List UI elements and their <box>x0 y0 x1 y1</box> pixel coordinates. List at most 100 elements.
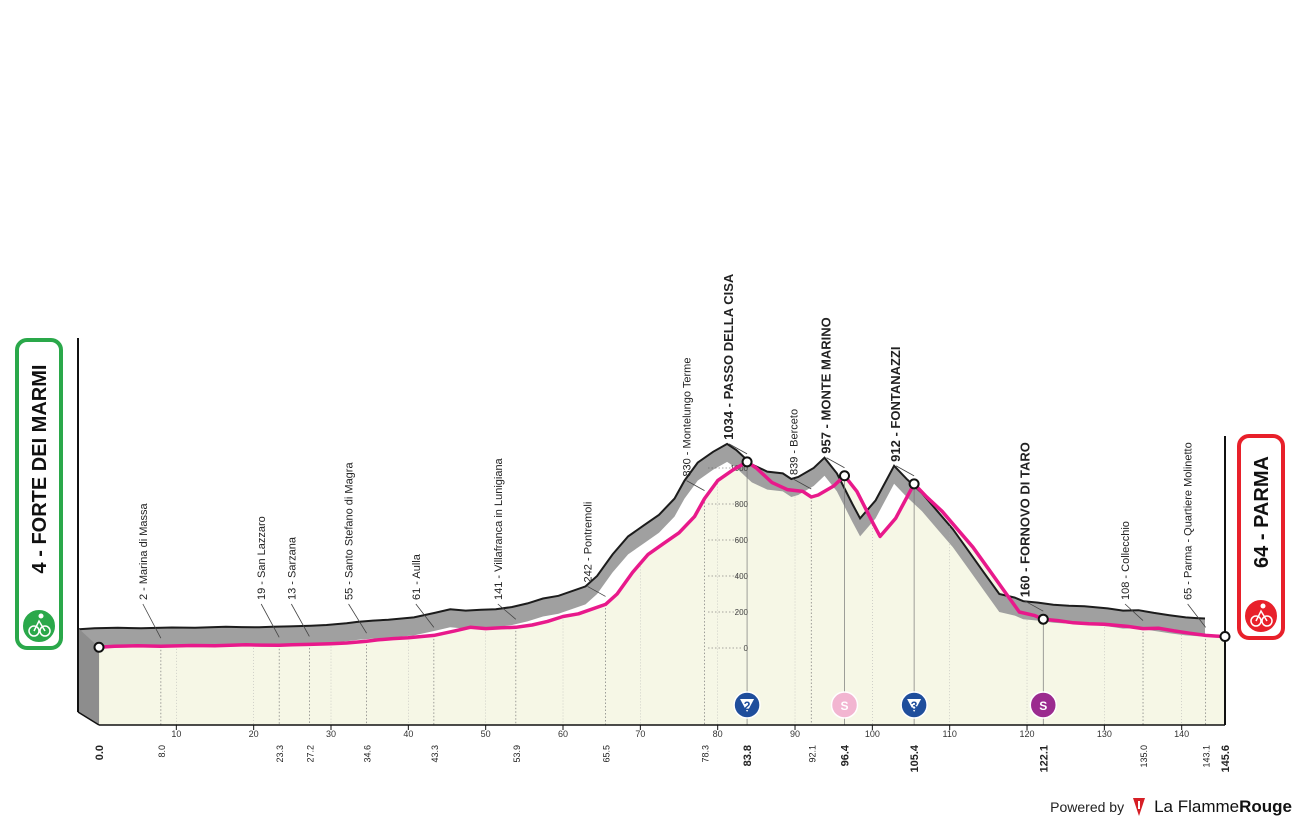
rider-head <box>1260 603 1266 609</box>
bike-wheel <box>1261 615 1273 627</box>
km-distance-label: 27.2 <box>305 745 315 763</box>
sprint-badge: S <box>1029 691 1058 719</box>
elev-tick-label: 0 <box>744 644 749 653</box>
elevation-ticks: 0 200 400 600 800 1000 <box>708 464 749 653</box>
poi-label: 55 - Santo Stefano di Magra <box>344 462 356 600</box>
km-tick-label: 50 <box>481 729 491 739</box>
flame-logo-icon <box>1133 798 1146 816</box>
km-distance-label: 96.4 <box>840 744 852 766</box>
poi-leader <box>1187 603 1206 628</box>
poi-leader <box>348 603 367 634</box>
elev-tick-label: 1000 <box>730 464 748 473</box>
poi-label: 2 - Marina di Massa <box>138 503 150 600</box>
poi-leader <box>895 465 915 477</box>
poi-label: 1034 - PASSO DELLA CISA <box>721 273 736 440</box>
km-distance-label: 92.1 <box>807 745 817 763</box>
poi-badges: 2 S 3 S <box>733 691 1058 719</box>
poi-leader <box>142 603 162 639</box>
km-distance-label: 83.8 <box>742 745 754 766</box>
finish-dot <box>1219 630 1231 642</box>
cyclist-icon <box>1243 598 1279 634</box>
climb-category-badge: 2 <box>733 691 761 719</box>
elev-tick-label: 600 <box>735 536 749 545</box>
poi-label: 160 - FORNOVO DI TARO <box>1017 442 1032 597</box>
km-distance-label: 145.6 <box>1220 745 1232 773</box>
km-tick-label: 140 <box>1174 729 1189 739</box>
km-tick-label: 30 <box>326 729 336 739</box>
km-distance-label: 135.0 <box>1139 745 1149 768</box>
poi-leader <box>587 586 606 597</box>
bike-frame <box>33 619 46 632</box>
poi-dot <box>839 470 851 482</box>
badge-label: 2 <box>744 699 751 713</box>
start-side-face <box>78 628 99 725</box>
poi-leader <box>793 478 812 490</box>
poi-label: 957 - MONTE MARINO <box>819 317 834 454</box>
grey-band-outline <box>78 442 1206 631</box>
brand-name: La FlammeRouge <box>1154 797 1292 816</box>
start-marker: 4 - FORTE DEI MARMI <box>15 338 63 650</box>
km-distance-label: 8.0 <box>157 745 167 758</box>
poi-leader <box>291 603 310 637</box>
poi-label: 141 - Villafranca in Lunigiana <box>493 457 505 600</box>
km-distance-label: 0.0 <box>94 745 106 760</box>
poi-leader <box>497 603 517 620</box>
elev-tick-label: 800 <box>735 500 749 509</box>
poi-leader <box>1025 600 1044 612</box>
km-distance-label: 23.3 <box>275 745 285 763</box>
km-tick-label: 90 <box>790 729 800 739</box>
km-tick-label: 10 <box>171 729 181 739</box>
bike-wheel <box>39 625 51 637</box>
badge-label: 3 <box>911 699 918 713</box>
km-distance-label: 78.3 <box>701 745 711 763</box>
poi-label: 830 - Montelungo Terme <box>682 358 694 477</box>
bike-frame <box>1255 609 1268 622</box>
poi-leader <box>686 480 705 491</box>
km-distance-label: 43.3 <box>430 745 440 763</box>
finish-marker: 64 - PARMA <box>1237 434 1285 640</box>
km-distance-label: 122.1 <box>1038 745 1050 773</box>
km-tick-label: 110 <box>943 729 957 739</box>
poi-vertical-lines <box>160 461 1207 725</box>
poi-dot <box>741 456 753 468</box>
footer: Powered by La FlammeRouge <box>1050 797 1292 817</box>
poi-label: 19 - San Lazzaro <box>256 516 268 600</box>
badge-label: S <box>841 699 849 713</box>
start-finish-markers: 4 - FORTE DEI MARMI 64 - PARMA <box>15 338 1285 650</box>
poi-label: 108 - Collecchio <box>1120 521 1132 600</box>
terrain-grey-band <box>77 338 1226 726</box>
km-distance-label: 53.9 <box>512 745 522 763</box>
km-tick-label: 70 <box>635 729 645 739</box>
badge-label: S <box>1039 699 1047 713</box>
poi-leader <box>826 457 845 469</box>
poi-dots <box>93 456 1231 653</box>
poi-labels: 2 - Marina di Massa 19 - San Lazzaro 13 - … <box>138 273 1206 639</box>
km-tick-label: 20 <box>249 729 259 739</box>
km-tick-label: 100 <box>865 729 880 739</box>
km-tick-label: 130 <box>1097 729 1112 739</box>
elev-tick-label: 400 <box>735 572 749 581</box>
climb-category-badge: 3 <box>900 691 928 719</box>
poi-label: 13 - Sarzana <box>286 536 298 600</box>
cyclist-icon <box>21 608 57 644</box>
poi-leader <box>415 603 435 628</box>
poi-leader <box>1124 603 1144 621</box>
km-distance-label: 34.6 <box>363 745 373 763</box>
start-marker-label: 4 - FORTE DEI MARMI <box>29 365 51 574</box>
km-distance-label: 65.5 <box>602 745 612 763</box>
poi-label: 65 - Parma - Quartiere Molinetto <box>1183 442 1195 600</box>
poi-leader <box>728 443 748 455</box>
km-distance-label: 105.4 <box>909 744 921 772</box>
start-base-line <box>77 711 100 726</box>
km-axis: 10 20 30 40 50 60 70 80 90 100 110 120 130 140 0.0 145.… <box>94 724 1232 773</box>
bike-wheel <box>1250 615 1262 627</box>
poi-dot <box>908 478 920 490</box>
poi-label: 242 - Pontremoli <box>583 502 595 583</box>
poi-dot <box>1037 613 1049 625</box>
rider-head <box>38 613 44 619</box>
km-distance-label: 143.1 <box>1202 745 1212 768</box>
grey-band-group <box>78 442 1206 648</box>
km-tick-label: 40 <box>403 729 413 739</box>
start-dot <box>93 641 105 653</box>
